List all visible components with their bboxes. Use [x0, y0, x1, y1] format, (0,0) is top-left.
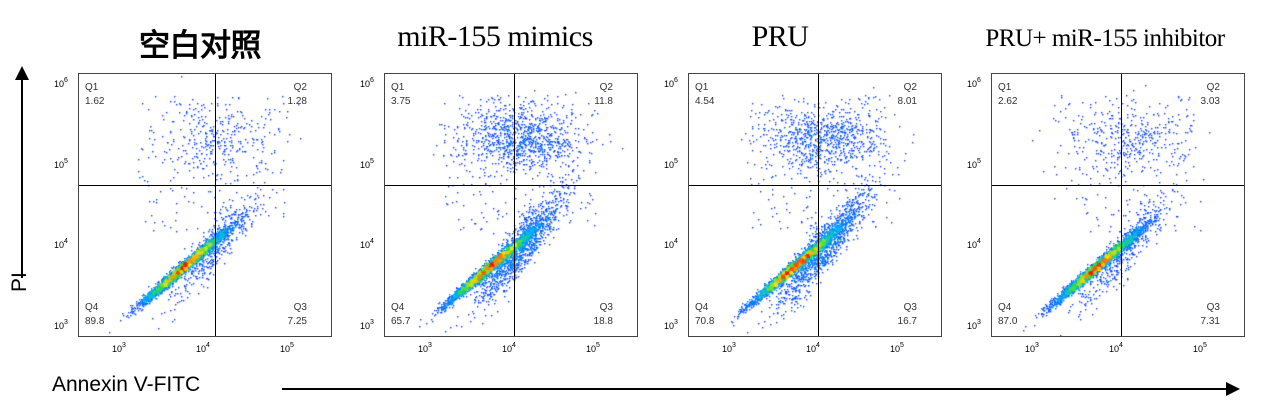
- x-tick-label: 103: [1025, 342, 1039, 354]
- x-tick-label: 103: [418, 342, 432, 354]
- quadrant-gate-horizontal: [79, 184, 331, 186]
- y-tick-label: 104: [360, 238, 374, 251]
- y-tick-label: 103: [967, 318, 981, 331]
- quadrant-percentage: 4.54: [695, 96, 715, 107]
- quadrant-gate-horizontal: [689, 184, 941, 186]
- flow-panel: Q1 4.54 Q2 8.01 Q3 16.7 Q4 70.8 103 104 105 106 103 1…: [652, 70, 942, 354]
- scatter-points: [992, 74, 1244, 336]
- flow-panel: Q1 3.75 Q2 11.8 Q3 18.8 Q4 65.7 103 104 105 106 103 1…: [348, 70, 638, 354]
- y-tick-label: 105: [664, 157, 678, 170]
- quadrant-percentage: 65.7: [391, 316, 411, 327]
- quadrant-name: Q2: [293, 82, 307, 93]
- y-tick-label: 103: [360, 318, 374, 331]
- quadrant-percentage: 7.31: [1200, 316, 1220, 327]
- flow-panel: Q1 2.62 Q2 3.03 Q3 7.31 Q4 87.0 103 104 105 106 103 1…: [955, 70, 1245, 354]
- y-tick-label: 103: [664, 318, 678, 331]
- x-tick-label: 104: [196, 342, 210, 354]
- y-tick-label: 106: [54, 77, 68, 90]
- panel-title-1: 空白对照: [139, 28, 262, 64]
- quadrant-name: Q2: [1206, 82, 1220, 93]
- quadrant-name: Q3: [1206, 302, 1220, 313]
- y-tick-label: 103: [54, 318, 68, 331]
- x-tick-label: 104: [502, 342, 516, 354]
- quadrant-percentage: 18.8: [593, 316, 613, 327]
- quadrant-gate-horizontal: [992, 184, 1244, 186]
- quadrant-name: Q1: [998, 82, 1012, 93]
- quadrant-percentage: 7.25: [287, 316, 307, 327]
- quadrant-gate-vertical: [1121, 74, 1123, 336]
- x-tick-label: 105: [890, 342, 904, 354]
- quadrant-name: Q3: [599, 302, 613, 313]
- quadrant-name: Q1: [391, 82, 405, 93]
- scatter-points: [689, 74, 941, 336]
- quadrant-name: Q1: [695, 82, 709, 93]
- quadrant-gate-horizontal: [385, 184, 637, 186]
- quadrant-percentage: 3.03: [1200, 96, 1220, 107]
- x-tick-label: 105: [280, 342, 294, 354]
- y-tick-label: 106: [967, 77, 981, 90]
- plot-area: Q1 1.62 Q2 1.28 Q3 7.25 Q4 89.8: [78, 73, 332, 337]
- quadrant-percentage: 87.0: [998, 316, 1018, 327]
- quadrant-percentage: 16.7: [897, 316, 917, 327]
- x-tick-label: 105: [586, 342, 600, 354]
- y-tick-label: 105: [360, 157, 374, 170]
- quadrant-gate-vertical: [214, 74, 216, 336]
- panel-title-2: miR-155 mimics: [397, 20, 593, 53]
- quadrant-percentage: 2.62: [998, 96, 1018, 107]
- quadrant-name: Q2: [599, 82, 613, 93]
- flow-panel: Q1 1.62 Q2 1.28 Q3 7.25 Q4 89.8 103 104 105 106 103 1…: [42, 70, 332, 354]
- quadrant-percentage: 1.62: [85, 96, 105, 107]
- x-tick-label: 104: [1109, 342, 1123, 354]
- x-axis-arrow: [282, 382, 1240, 396]
- scatter-points: [79, 74, 331, 336]
- quadrant-gate-vertical: [514, 74, 516, 336]
- panel-title-4: PRU+ miR-155 inhibitor: [985, 25, 1225, 52]
- quadrant-percentage: 70.8: [695, 316, 715, 327]
- panel-title-3: PRU: [751, 20, 809, 53]
- quadrant-name: Q3: [293, 302, 307, 313]
- plot-area: Q1 4.54 Q2 8.01 Q3 16.7 Q4 70.8: [688, 73, 942, 337]
- quadrant-percentage: 11.8: [594, 96, 613, 107]
- x-tick-label: 103: [722, 342, 736, 354]
- quadrant-name: Q2: [903, 82, 917, 93]
- quadrant-name: Q4: [391, 302, 405, 313]
- quadrant-percentage: 89.8: [85, 316, 105, 327]
- y-tick-label: 106: [664, 77, 678, 90]
- x-axis-label: Annexin V-FITC: [52, 373, 201, 396]
- y-axis-arrow: [15, 66, 29, 278]
- y-tick-label: 104: [54, 238, 68, 251]
- plot-area: Q1 2.62 Q2 3.03 Q3 7.31 Q4 87.0: [991, 73, 1245, 337]
- quadrant-name: Q4: [998, 302, 1012, 313]
- quadrant-name: Q3: [903, 302, 917, 313]
- y-axis-label: PI: [8, 272, 31, 292]
- quadrant-name: Q4: [695, 302, 709, 313]
- plot-area: Q1 3.75 Q2 11.8 Q3 18.8 Q4 65.7: [384, 73, 638, 337]
- quadrant-percentage: 3.75: [391, 96, 411, 107]
- quadrant-percentage: 8.01: [897, 96, 917, 107]
- quadrant-gate-vertical: [818, 74, 820, 336]
- quadrant-name: Q1: [85, 82, 99, 93]
- x-tick-label: 103: [112, 342, 126, 354]
- y-tick-label: 105: [967, 157, 981, 170]
- quadrant-name: Q4: [85, 302, 99, 313]
- y-tick-label: 105: [54, 157, 68, 170]
- x-tick-label: 104: [806, 342, 820, 354]
- quadrant-percentage: 1.28: [287, 96, 307, 107]
- x-tick-label: 105: [1193, 342, 1207, 354]
- y-tick-label: 106: [360, 77, 374, 90]
- y-tick-label: 104: [967, 238, 981, 251]
- scatter-points: [385, 74, 637, 336]
- y-tick-label: 104: [664, 238, 678, 251]
